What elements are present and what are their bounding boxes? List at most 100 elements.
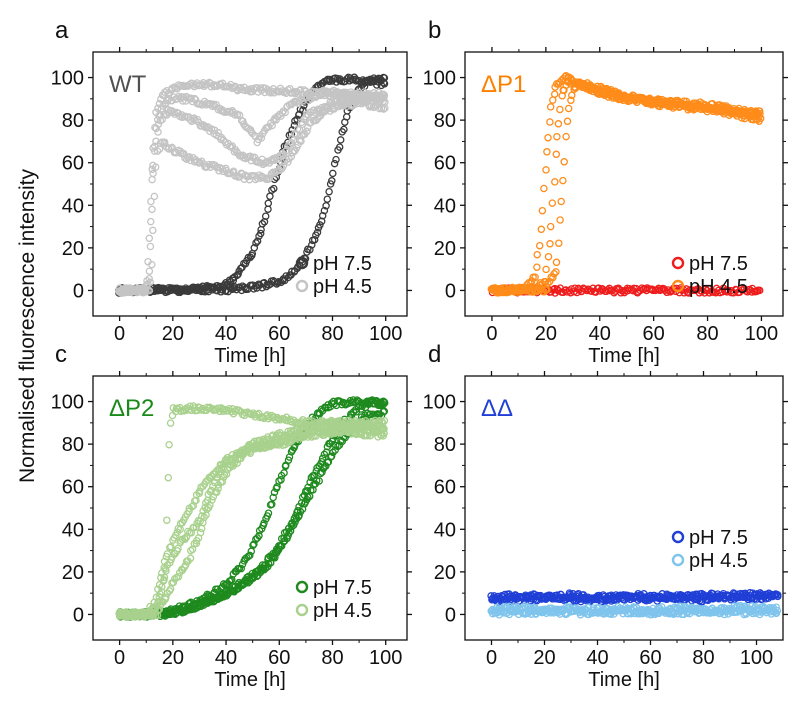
x-tick-label: 20 [535, 323, 557, 345]
data-point [340, 125, 348, 134]
y-tick-label: 100 [423, 68, 456, 90]
data-point [320, 206, 329, 215]
data-point [266, 192, 274, 201]
data-point [335, 143, 344, 151]
data-point [227, 284, 235, 293]
data-point [234, 270, 242, 279]
data-point [225, 107, 234, 116]
data-point [187, 94, 195, 102]
legend-label: pH 4.5 [689, 276, 748, 298]
data-point [148, 175, 156, 184]
data-point [212, 81, 220, 90]
data-point [233, 271, 241, 280]
y-tick-label: 100 [51, 392, 84, 414]
data-point [257, 225, 265, 234]
data-point [552, 150, 561, 159]
data-point [327, 452, 336, 461]
data-point [531, 273, 539, 282]
legend-label: pH 4.5 [689, 550, 748, 572]
series-ph-4.5 [487, 71, 765, 297]
y-tick-label: 0 [445, 280, 456, 302]
data-point [249, 541, 257, 550]
data-point [313, 228, 322, 237]
data-point [246, 253, 255, 262]
data-point [700, 289, 709, 297]
data-point [756, 114, 765, 123]
data-point [332, 155, 340, 164]
data-point [380, 74, 389, 82]
legend: pH 7.5pH 4.5 [671, 253, 748, 298]
x-tick-label: 20 [533, 647, 555, 669]
data-point [219, 407, 227, 415]
data-point [145, 286, 154, 295]
series-ph-4.5 [115, 78, 389, 297]
data-point [264, 123, 273, 131]
y-tick-label: 0 [73, 604, 84, 626]
data-point [364, 77, 372, 86]
data-point [316, 221, 324, 229]
data-point [268, 500, 276, 509]
x-tick-label: 20 [162, 323, 184, 345]
data-point [556, 105, 564, 114]
x-tick-label: 80 [692, 647, 714, 669]
legend-label: pH 4.5 [313, 276, 372, 298]
data-point [255, 526, 264, 535]
x-tick-label: 60 [639, 647, 661, 669]
data-point [143, 276, 151, 285]
data-point [142, 288, 150, 296]
y-tick-label: 100 [423, 392, 456, 414]
data-point [546, 222, 555, 231]
data-point [380, 407, 389, 416]
data-point [145, 274, 153, 283]
data-marks [115, 73, 389, 297]
data-point [557, 197, 565, 206]
data-point [349, 408, 358, 416]
legend: pH 7.5pH 4.5 [295, 577, 372, 622]
data-marks [115, 396, 389, 621]
panel-d: d 0 20 40 60 80 100 0 20 40 60 80 100 Time [h] ΔΔ pH 7.… [423, 341, 788, 691]
x-tick-label: 100 [745, 323, 778, 345]
data-point [562, 132, 570, 141]
panel-letter: a [55, 17, 69, 44]
data-point [544, 252, 553, 261]
data-point [299, 106, 307, 114]
data-point [306, 245, 314, 254]
data-point [270, 184, 278, 193]
data-marks [487, 589, 782, 619]
data-point [298, 120, 307, 129]
data-point [147, 197, 155, 206]
data-point [180, 149, 188, 158]
data-point [266, 413, 274, 421]
legend-marker [671, 279, 685, 293]
data-point [164, 473, 173, 482]
x-tick-label: 60 [268, 647, 290, 669]
data-point [325, 187, 333, 196]
y-tick-label: 40 [62, 195, 84, 217]
data-point [755, 107, 764, 115]
data-point [543, 148, 551, 156]
data-point [318, 454, 327, 463]
data-point [282, 146, 291, 155]
data-point [152, 124, 160, 133]
y-tick-label: 60 [62, 477, 84, 499]
data-point [755, 286, 764, 295]
data-point [148, 205, 156, 214]
data-point [544, 279, 552, 287]
data-point [552, 258, 561, 267]
data-point [548, 199, 557, 207]
data-point [178, 97, 187, 105]
data-point [271, 554, 279, 562]
data-point [320, 450, 329, 459]
data-point [380, 91, 389, 99]
data-point [163, 516, 171, 524]
data-point [297, 137, 305, 145]
data-point [171, 610, 179, 619]
x-tick-label: 40 [215, 647, 237, 669]
legend-label: pH 7.5 [313, 577, 372, 599]
data-point [328, 177, 336, 185]
x-tick-label: 80 [321, 323, 343, 345]
data-point [150, 192, 159, 201]
data-point [554, 120, 563, 128]
data-point [272, 116, 280, 124]
data-point [379, 105, 388, 113]
